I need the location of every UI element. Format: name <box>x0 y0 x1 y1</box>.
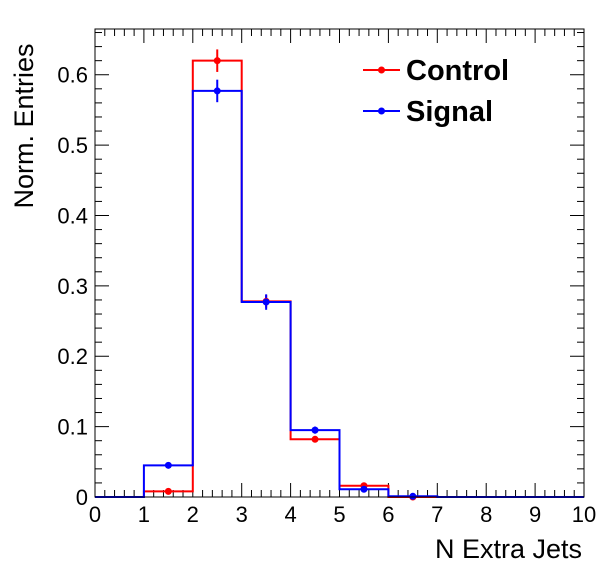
histogram-signal <box>95 89 584 498</box>
y-tick-label: 0 <box>76 485 88 510</box>
x-tick-label: 7 <box>431 502 443 527</box>
error-bars <box>167 49 365 493</box>
axis-ticks <box>94 29 585 498</box>
x-tick-label: 0 <box>89 502 101 527</box>
legend: Control Signal <box>363 55 509 128</box>
x-tick-label: 9 <box>529 502 541 527</box>
x-tick-label: 2 <box>187 502 199 527</box>
data-point-signal <box>360 485 368 493</box>
data-point-control <box>164 487 172 495</box>
y-tick-label: 0.1 <box>57 415 88 440</box>
legend-label-control: Control <box>406 55 509 87</box>
x-tick-label: 3 <box>236 502 248 527</box>
x-axis-title: N Extra Jets <box>435 534 582 564</box>
legend-label-signal: Signal <box>406 96 493 128</box>
legend-marker-signal <box>378 107 385 115</box>
plot-frame <box>94 28 585 498</box>
x-tick-label: 5 <box>333 502 345 527</box>
tick-labels: 0 1 2 3 4 5 6 7 8 9 10 0 0.1 0.2 0.3 0.4 0.5 0.6 <box>57 63 596 527</box>
data-point-signal <box>262 298 270 306</box>
x-tick-label: 10 <box>572 502 596 527</box>
histogram-series <box>95 59 584 498</box>
x-tick-label: 6 <box>382 502 394 527</box>
y-tick-label: 0.5 <box>57 133 88 158</box>
y-tick-label: 0.6 <box>57 63 88 88</box>
data-point-signal <box>164 461 172 469</box>
data-point-control <box>213 57 221 65</box>
x-tick-label: 1 <box>138 502 150 527</box>
y-tick-label: 0.3 <box>57 274 88 299</box>
data-point-control <box>311 435 319 443</box>
legend-entry-control: Control <box>363 55 509 87</box>
y-axis-title: Norm. Entries <box>9 43 39 208</box>
y-tick-label: 0.4 <box>57 203 88 228</box>
x-tick-label: 8 <box>480 502 492 527</box>
legend-entry-signal: Signal <box>363 96 493 128</box>
y-tick-label: 0.2 <box>57 344 88 369</box>
data-point-signal <box>311 426 319 434</box>
data-point-signal <box>213 87 221 95</box>
legend-marker-control <box>378 66 385 74</box>
data-markers <box>164 57 417 501</box>
data-point-signal <box>409 492 417 500</box>
x-tick-label: 4 <box>284 502 296 527</box>
